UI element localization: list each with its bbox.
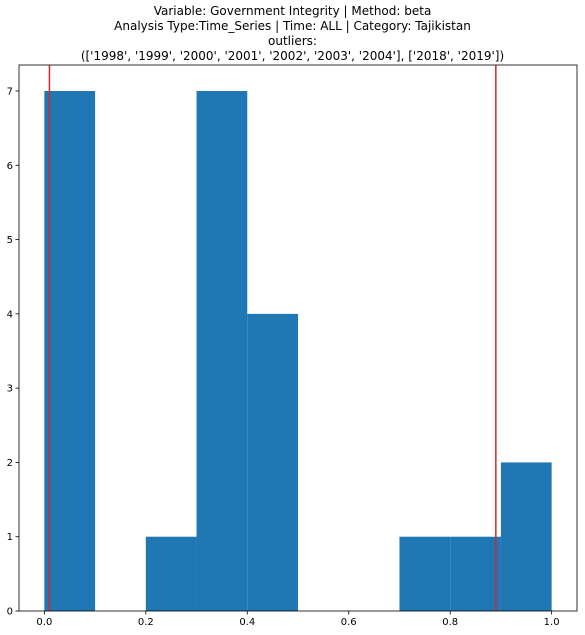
chart-title-line-3: outliers: xyxy=(268,34,317,48)
y-tick-label-3: 3 xyxy=(7,384,13,395)
chart-title-line-4: (['1998', '1999', '2000', '2001', '2002'… xyxy=(80,49,505,63)
x-tick-label-3: 0.6 xyxy=(341,617,357,628)
histogram-bar-0 xyxy=(44,91,96,611)
chart-title-line-1: Variable: Government Integrity | Method:… xyxy=(153,4,432,18)
histogram-bar-4 xyxy=(247,313,298,611)
x-tick-label-0: 0.0 xyxy=(36,617,52,628)
y-tick-label-1: 1 xyxy=(7,532,13,543)
histogram-bar-2 xyxy=(145,536,197,611)
axes-frame xyxy=(18,64,578,612)
y-tick-label-6: 6 xyxy=(7,161,13,172)
chart-title-line-2: Analysis Type:Time_Series | Time: ALL | … xyxy=(114,19,471,33)
histogram-bar-7 xyxy=(399,536,451,611)
x-tick-label-5: 1.0 xyxy=(544,617,560,628)
x-tick-label-4: 0.8 xyxy=(442,617,458,628)
x-tick-label-2: 0.4 xyxy=(239,617,255,628)
y-tick-label-4: 4 xyxy=(7,309,13,320)
y-tick-label-7: 7 xyxy=(7,87,13,98)
y-tick-label-2: 2 xyxy=(7,458,13,469)
histogram-bar-9 xyxy=(500,462,552,611)
y-tick-label-5: 5 xyxy=(7,235,13,246)
y-tick-label-0: 0 xyxy=(7,607,13,618)
x-tick-label-1: 0.2 xyxy=(138,617,154,628)
histogram-bar-8 xyxy=(450,536,501,611)
histogram-bar-3 xyxy=(196,91,248,611)
